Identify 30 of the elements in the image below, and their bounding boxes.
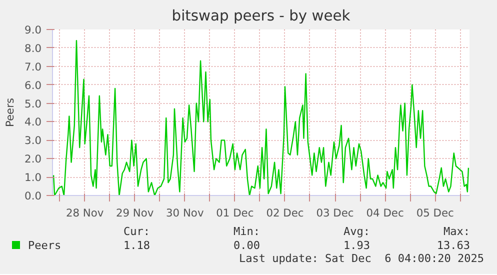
y-tick-label: 4.0	[24, 116, 42, 129]
x-tick-label: 04 Dec	[366, 206, 404, 220]
x-tick-label: 29 Nov	[116, 206, 154, 220]
x-tick-label: 01 Dec	[216, 206, 254, 220]
text: 1.93	[344, 238, 370, 254]
chart-title: bitswap peers - by week	[172, 8, 351, 24]
x-tick-label: 03 Dec	[316, 206, 354, 220]
x-tick-label: 02 Dec	[266, 206, 304, 220]
y-tick-label: 7.0	[24, 60, 42, 74]
text: Last update: Sat Dec 6 04:00:20 2025	[238, 251, 484, 267]
y-tick-label: 3.0	[24, 134, 42, 148]
y-tick-label: 1.0	[24, 171, 42, 184]
text: Min:	[234, 224, 260, 240]
x-tick-label: 30 Nov	[166, 206, 204, 220]
text: 0.00	[234, 238, 260, 254]
text: Cur:	[124, 224, 150, 240]
x-tick-label: 05 Dec	[416, 206, 454, 220]
text: 13.63	[436, 238, 470, 254]
x-tick-label: 28 Nov	[66, 206, 104, 220]
y-tick-label: 9.0	[24, 24, 42, 36]
text: 1.18	[124, 238, 150, 254]
y-tick-label: 5.0	[24, 97, 42, 110]
y-axis-title: Peers	[4, 98, 17, 128]
y-tick-label: 0.0	[24, 190, 42, 202]
text: Max:	[444, 224, 470, 240]
y-tick-label: 8.0	[24, 42, 42, 55]
text: Avg:	[344, 224, 370, 240]
legend-label: Peers	[27, 238, 62, 254]
y-tick-label: 6.0	[24, 78, 42, 92]
y-tick-label: 2.0	[24, 152, 42, 166]
